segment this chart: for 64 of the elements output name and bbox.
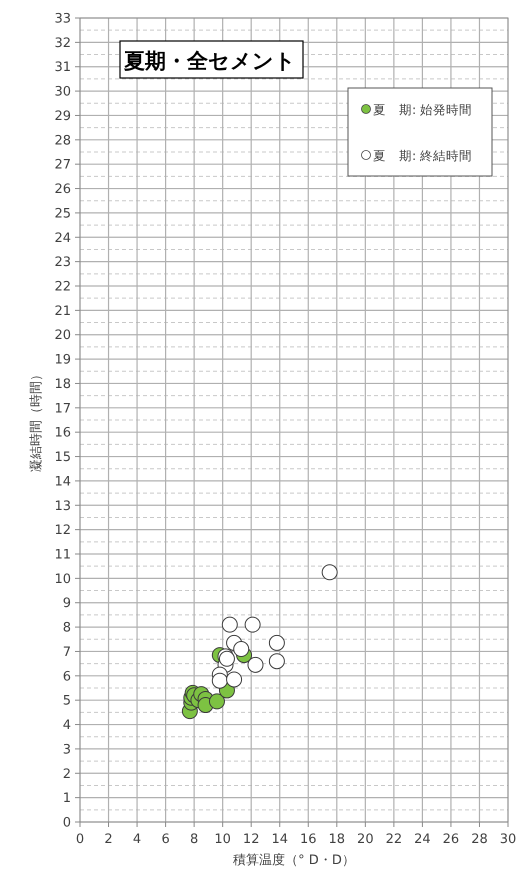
x-axis-title: 積算温度（° D・D） xyxy=(233,852,355,868)
legend-label: 夏 期: 始発時間 xyxy=(373,102,472,117)
y-tick-label: 16 xyxy=(54,426,71,441)
y-tick-label: 9 xyxy=(62,596,71,612)
y-tick-label: 8 xyxy=(62,620,71,636)
x-tick-label: 4 xyxy=(132,832,142,847)
point xyxy=(233,641,250,658)
y-tick-label: 26 xyxy=(54,182,71,198)
y-tick-label: 6 xyxy=(62,669,71,684)
y-tick-label: 28 xyxy=(54,133,71,148)
y-tick-label: 1 xyxy=(62,791,71,806)
point xyxy=(222,616,238,633)
y-tick-label: 25 xyxy=(54,206,71,222)
y-tick-label: 17 xyxy=(54,401,71,416)
x-tick-label: 24 xyxy=(414,832,431,847)
point xyxy=(212,672,228,689)
x-tick-label: 28 xyxy=(471,832,488,847)
y-tick-label: 24 xyxy=(54,230,71,246)
y-tick-label: 0 xyxy=(62,816,71,830)
y-tick-label: 20 xyxy=(54,328,71,344)
x-tick-label: 26 xyxy=(442,832,460,847)
y-tick-label: 14 xyxy=(54,474,71,490)
y-tick-label: 23 xyxy=(54,255,71,270)
x-tick-label: 12 xyxy=(242,832,260,847)
y-tick-label: 5 xyxy=(62,694,71,709)
x-tick-label: 30 xyxy=(500,832,516,847)
y-tick-label: 18 xyxy=(54,376,71,392)
point xyxy=(244,616,261,633)
x-tick-label: 6 xyxy=(161,832,170,847)
y-axis-title: 凝結時間（時間） xyxy=(29,368,44,472)
legend-label: 夏 期: 終結時間 xyxy=(373,148,472,163)
x-tick-label: 20 xyxy=(357,832,374,847)
y-tick-label: 12 xyxy=(54,523,71,538)
y-tick-label: 22 xyxy=(54,280,71,294)
y-tick-label: 11 xyxy=(54,548,71,562)
title: 夏期・全セメント xyxy=(119,40,304,79)
point xyxy=(247,656,264,673)
y-tick-label: 27 xyxy=(54,158,71,173)
y-tick-label: 3 xyxy=(62,742,71,758)
y-tick-label: 2 xyxy=(62,766,71,782)
x-tick-label: 14 xyxy=(271,832,288,847)
y-tick-label: 15 xyxy=(54,450,71,466)
x-tick-label: 18 xyxy=(328,832,346,847)
x-tick-label: 0 xyxy=(76,832,84,847)
y-tick-label: 13 xyxy=(54,498,71,514)
y-tick-label: 19 xyxy=(54,352,71,368)
x-tick-label: 22 xyxy=(386,832,402,847)
x-tick-label: 10 xyxy=(214,832,231,847)
y-tick-label: 33 xyxy=(54,12,71,26)
point xyxy=(268,634,285,651)
x-tick-label: 8 xyxy=(190,832,198,847)
y-tick-label: 29 xyxy=(54,108,71,124)
x-tick-label: 16 xyxy=(300,832,317,847)
point xyxy=(208,693,225,710)
y-tick-label: 4 xyxy=(62,718,71,734)
y-tick-label: 30 xyxy=(54,84,71,100)
y-tick-label: 21 xyxy=(54,304,71,319)
x-tick-label: 2 xyxy=(104,832,113,847)
y-tick-label: 7 xyxy=(62,644,71,660)
y-tick-label: 32 xyxy=(54,36,71,51)
y-tick-label: 31 xyxy=(54,60,71,76)
y-tick-label: 10 xyxy=(54,572,71,587)
point xyxy=(268,653,285,670)
point xyxy=(226,671,242,688)
